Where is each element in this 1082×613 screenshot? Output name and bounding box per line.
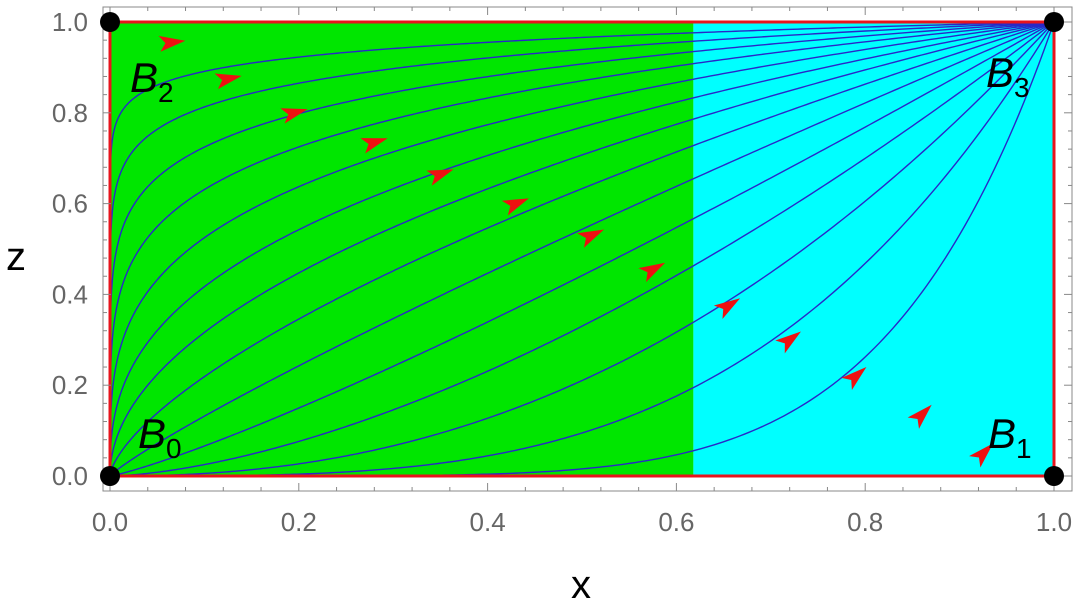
flow-arrow-6 [577, 229, 605, 248]
fixed-point-label-b2: B2 [130, 54, 174, 108]
flow-arrowhead-8 [713, 298, 741, 319]
fixed-point-b1 [1044, 466, 1064, 486]
flow-arrowhead-12 [969, 443, 994, 468]
flow-arrow-7 [638, 262, 666, 283]
region-0 [110, 22, 694, 476]
x-tick-label: 0.4 [470, 507, 506, 537]
flow-arrowhead-2 [280, 108, 308, 124]
arrows-layer [158, 35, 994, 468]
fixed-point-label-b1: B1 [988, 410, 1032, 464]
fixed-point-label-b0: B0 [138, 410, 182, 464]
streamline-6 [109, 21, 1055, 477]
fixed-point-subscript: 2 [158, 77, 174, 108]
flow-arrowhead-6 [577, 229, 605, 248]
fixed-point-b0 [100, 466, 120, 486]
flow-arrowhead-3 [360, 138, 388, 154]
flow-arrowhead-10 [841, 366, 867, 390]
x-tick-label: 0.8 [847, 507, 883, 537]
streamline-4 [109, 21, 1055, 477]
flow-arrow-2 [280, 108, 308, 124]
flow-arrow-4 [426, 169, 454, 186]
streamline-2 [109, 21, 1055, 477]
y-tick-label: 0.8 [52, 98, 88, 128]
ticks-layer: 0.0 0.2 0.4 0.6 0.8 1.0 0.0 0.2 0.4 0.6 0.8 1.0 [52, 7, 1072, 537]
flow-arrow-11 [907, 404, 932, 429]
flow-arrow-5 [501, 198, 529, 216]
plot-frame [102, 6, 1073, 492]
streamline-1 [109, 21, 1055, 477]
flow-arrow-8 [713, 298, 741, 319]
streamline-0 [109, 21, 1055, 477]
flow-arrow-12 [969, 443, 994, 468]
fixed-point-name: B [138, 410, 166, 457]
x-tick-label: 0.0 [92, 507, 128, 537]
invariant-boundary-layer [108, 20, 1056, 478]
fixed-point-subscript: 3 [1014, 72, 1030, 103]
streamline-9 [109, 21, 1055, 477]
y-tick-label: 0.4 [52, 279, 88, 309]
fixed-point-subscript: 1 [1016, 433, 1032, 464]
fixed-point-b3 [1044, 12, 1064, 32]
flow-arrowhead-9 [775, 331, 801, 354]
flow-arrow-0 [158, 35, 186, 52]
flow-arrowhead-4 [426, 169, 454, 186]
regions-layer [110, 22, 1054, 476]
region-1 [693, 22, 1054, 476]
flow-arrowhead-5 [501, 198, 529, 216]
x-axis-label: x [571, 563, 591, 607]
flow-arrow-9 [775, 331, 801, 354]
flow-arrowhead-1 [214, 73, 242, 90]
flow-arrow-3 [360, 138, 388, 154]
fixed-point-label-b3: B3 [986, 49, 1030, 103]
fixed-point-name: B [130, 54, 158, 101]
flow-arrow-1 [214, 73, 242, 90]
frame-box [102, 6, 1073, 492]
streamline-3 [109, 21, 1055, 477]
flow-arrowhead-0 [158, 35, 186, 52]
y-tick-label: 0.0 [52, 461, 88, 491]
fixed-point-name: B [988, 410, 1016, 457]
streamline-7 [109, 21, 1055, 477]
y-tick-label: 1.0 [52, 7, 88, 37]
x-tick-label: 0.2 [281, 507, 317, 537]
streamline-10 [110, 21, 1055, 477]
streamline-5 [109, 21, 1055, 477]
flow-arrowhead-7 [638, 262, 666, 283]
x-tick-label: 0.6 [658, 507, 694, 537]
fixed-point-b2 [100, 12, 120, 32]
y-tick-label: 0.6 [52, 189, 88, 219]
x-tick-label: 1.0 [1036, 507, 1072, 537]
flow-arrowhead-11 [907, 404, 932, 429]
streamline-8 [109, 21, 1055, 477]
fixed-point-subscript: 0 [166, 433, 182, 464]
flow-arrow-10 [841, 366, 867, 390]
fixed-point-name: B [986, 49, 1014, 96]
y-tick-label: 0.2 [52, 370, 88, 400]
y-axis-label: z [6, 235, 26, 279]
